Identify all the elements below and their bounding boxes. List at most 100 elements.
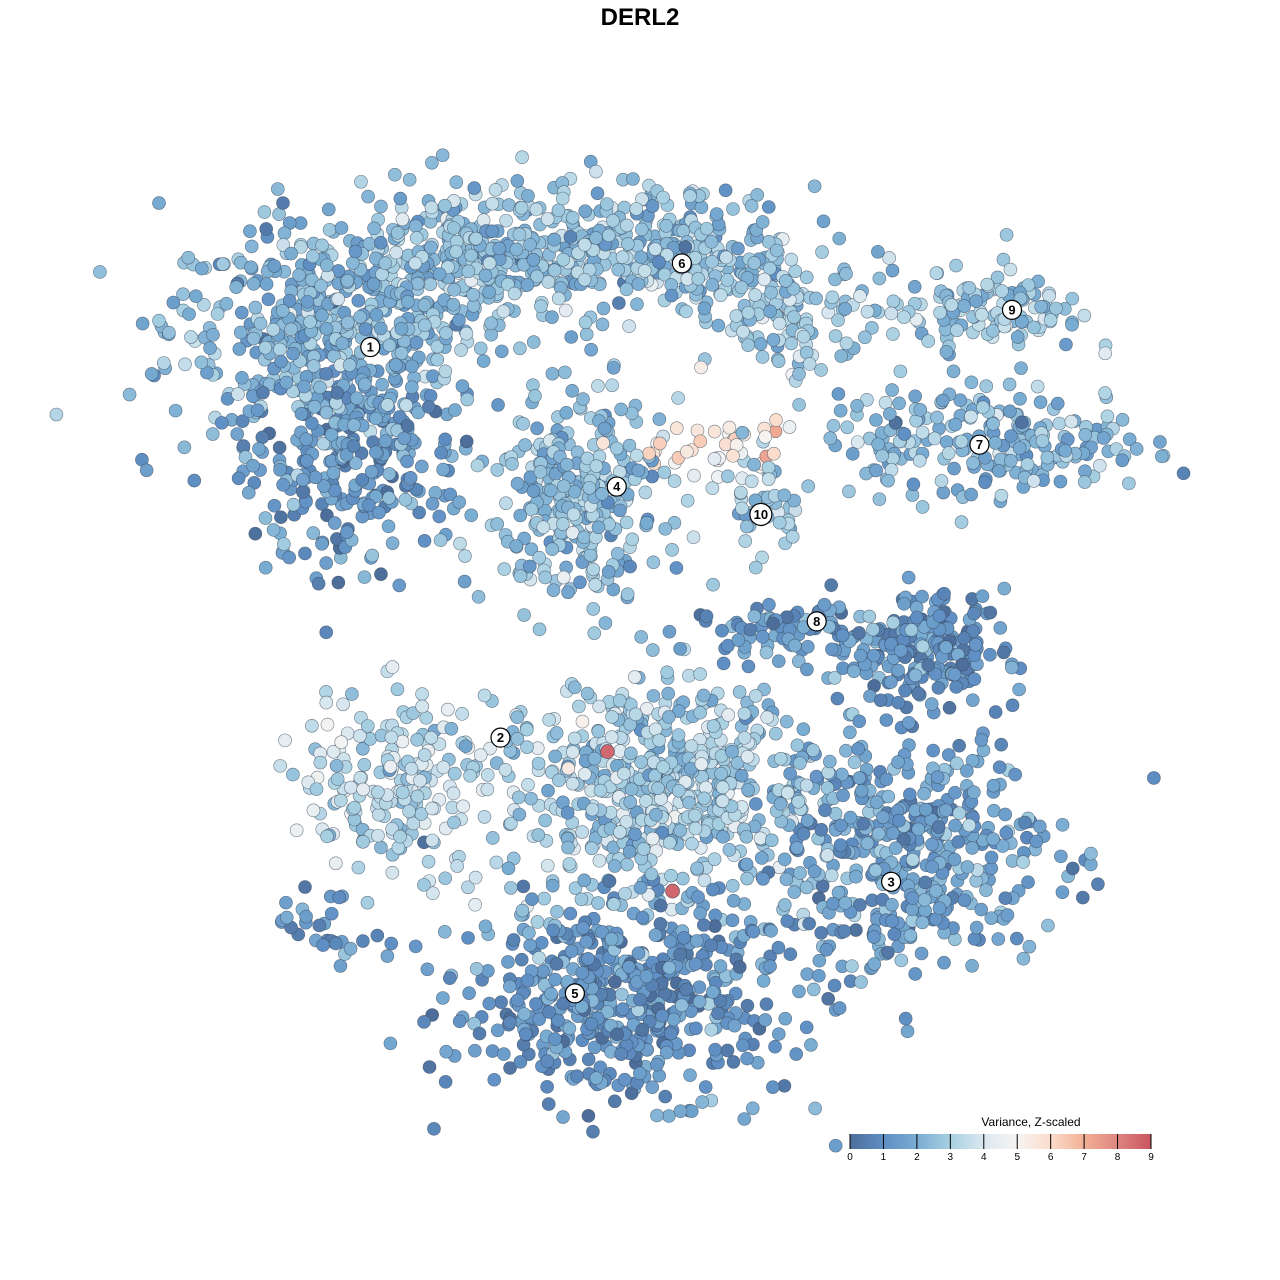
data-point <box>771 1027 786 1041</box>
data-point <box>620 587 635 601</box>
data-point <box>739 857 754 872</box>
data-point <box>951 835 966 849</box>
data-point <box>181 250 196 265</box>
data-point <box>687 468 701 483</box>
data-point <box>905 891 920 906</box>
data-point <box>679 304 693 319</box>
data-point <box>910 610 924 625</box>
data-point <box>999 228 1014 242</box>
data-point <box>837 924 852 938</box>
data-point <box>356 934 370 948</box>
data-point <box>336 697 350 712</box>
data-point <box>852 771 867 785</box>
data-point <box>671 783 686 798</box>
data-point <box>541 783 555 798</box>
data-point <box>684 739 699 753</box>
data-point <box>581 1052 596 1067</box>
data-point <box>611 262 626 277</box>
data-point <box>986 324 1000 338</box>
data-point <box>735 425 750 440</box>
data-point <box>898 1011 913 1026</box>
data-point <box>838 302 852 316</box>
data-point <box>968 637 983 652</box>
legend-tick-label: 2 <box>914 1152 920 1163</box>
data-point <box>503 1015 517 1030</box>
data-point <box>656 760 670 774</box>
data-point <box>388 167 402 182</box>
data-point <box>393 191 408 206</box>
data-point <box>819 942 834 957</box>
data-point <box>432 267 447 281</box>
data-point <box>427 1122 441 1136</box>
data-point <box>850 398 864 413</box>
data-point <box>277 226 292 241</box>
data-point <box>425 801 439 816</box>
data-point <box>771 354 786 368</box>
data-point <box>464 248 478 263</box>
data-point <box>830 691 845 706</box>
data-point <box>613 503 627 518</box>
data-point <box>267 259 282 273</box>
data-point <box>826 896 840 911</box>
data-point <box>530 421 544 436</box>
data-point <box>658 1089 673 1104</box>
data-point <box>965 841 979 855</box>
data-point <box>556 1110 570 1124</box>
data-point <box>839 336 854 351</box>
data-point <box>472 1026 487 1041</box>
data-point <box>814 363 828 377</box>
data-point <box>801 639 815 654</box>
data-point <box>802 357 817 371</box>
data-point <box>261 292 276 307</box>
data-point <box>538 570 552 585</box>
data-point <box>562 1021 577 1036</box>
data-point <box>726 893 741 908</box>
data-point <box>783 947 798 961</box>
data-point <box>385 660 400 674</box>
data-point <box>1084 846 1098 861</box>
data-point <box>294 407 309 421</box>
data-point <box>484 316 498 331</box>
data-point <box>792 397 806 412</box>
data-point <box>854 975 868 989</box>
data-point <box>452 1014 467 1029</box>
data-point <box>543 483 558 498</box>
data-point <box>453 536 467 551</box>
data-point <box>988 705 1003 719</box>
data-point <box>785 529 800 544</box>
data-point <box>351 293 366 308</box>
data-point <box>992 464 1006 478</box>
data-point <box>319 405 334 420</box>
data-point <box>620 857 634 872</box>
data-point <box>412 505 426 520</box>
data-point <box>552 773 566 788</box>
data-point <box>521 188 535 203</box>
data-point <box>319 625 334 640</box>
data-point <box>693 667 707 681</box>
cluster-label-text: 10 <box>754 507 768 522</box>
data-point <box>384 730 399 745</box>
data-point <box>496 304 511 319</box>
data-point <box>825 642 839 657</box>
data-point <box>777 852 792 867</box>
data-point <box>843 810 858 825</box>
data-point <box>818 803 832 818</box>
data-point <box>306 526 321 540</box>
data-point <box>860 304 875 319</box>
data-point <box>276 478 290 492</box>
data-point <box>506 933 521 947</box>
data-point <box>704 1022 719 1037</box>
data-point <box>782 420 797 434</box>
data-point <box>1016 855 1030 869</box>
data-point <box>898 683 912 698</box>
cluster-label: 8 <box>806 611 827 632</box>
data-point <box>635 1023 650 1037</box>
data-point <box>565 210 580 225</box>
data-point <box>559 405 574 420</box>
data-point <box>929 884 943 898</box>
data-point <box>941 748 956 762</box>
data-point <box>966 456 980 470</box>
data-point <box>725 744 739 759</box>
data-point <box>298 546 312 561</box>
